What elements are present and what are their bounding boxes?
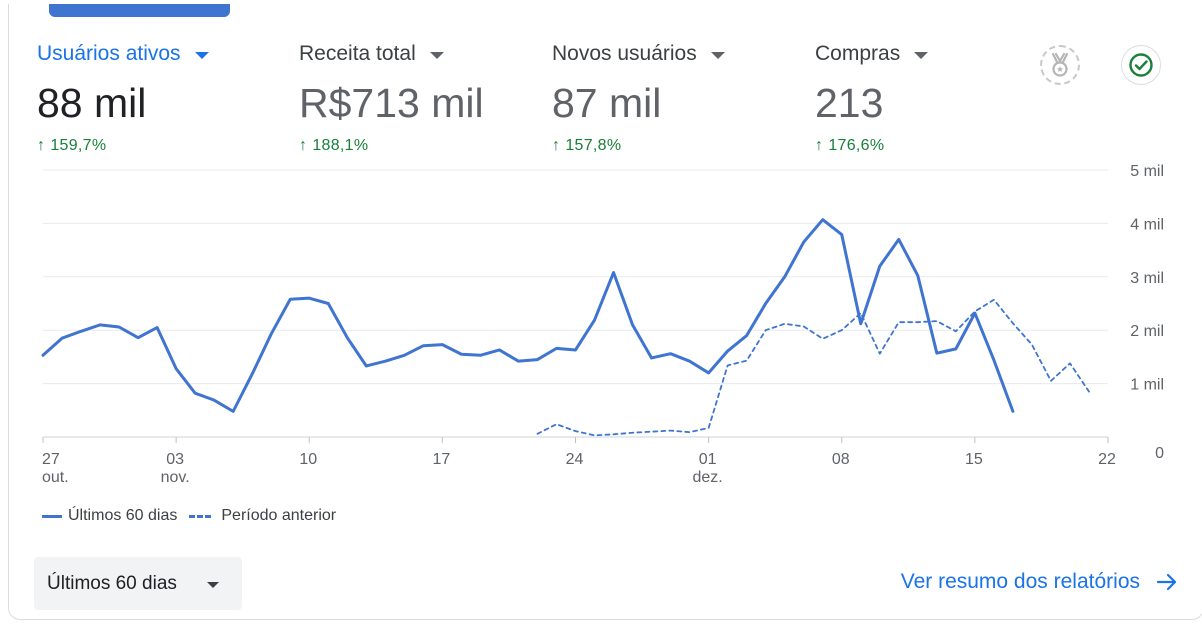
view-reports-link[interactable]: Ver resumo dos relatórios [901,570,1178,594]
legend-previous-label: Período anterior [221,507,337,524]
metric-delta: ↑ 157,8% [552,137,725,155]
analytics-card [8,4,1202,620]
metric-label-text: Usuários ativos [37,42,181,65]
x-tick-label: 24 [566,451,584,468]
metric-purchases[interactable]: Compras 213 ↑ 176,6% [815,42,929,155]
y-tick-label: 3 mil [1130,270,1164,287]
x-tick-label: 15 [965,451,983,468]
x-tick-month-label: nov. [161,469,190,486]
metric-value: 213 [815,80,884,126]
period-dropdown[interactable]: Últimos 60 dias [34,557,242,610]
x-tick-month-label: dez. [693,469,723,486]
x-tick-label: 22 [1098,451,1116,468]
x-tick-month-label: out. [42,469,69,486]
series-line-previous-period [536,298,1090,437]
arrow-up-icon: ↑ [815,137,824,154]
legend-solid-swatch [42,514,62,518]
metric-label[interactable]: Novos usuários [552,42,725,66]
arrow-up-icon: ↑ [299,137,308,154]
metric-total-revenue[interactable]: Receita total R$713 mil ↑ 188,1% [299,42,484,155]
legend-dashed-swatch [189,514,212,518]
metric-delta-value: 188,1% [312,137,369,154]
y-tick-label: 2 mil [1130,323,1164,340]
arrow-up-icon: ↑ [37,137,46,154]
legend-current-label: Últimos 60 dias [68,507,178,524]
metric-value: 88 mil [37,80,147,126]
insights-badge-icon [1051,52,1069,77]
metric-delta-value: 176,6% [828,137,885,154]
insights-button[interactable] [1040,45,1080,85]
view-reports-label: Ver resumo dos relatórios [900,570,1140,593]
metric-delta-value: 159,7% [50,137,107,154]
active-metric-indicator [49,4,230,17]
status-check-button[interactable] [1121,45,1161,85]
x-tick-label: 17 [432,451,450,468]
metric-label-text: Novos usuários [552,42,697,65]
arrow-up-icon: ↑ [552,137,561,154]
caret-down-icon [429,51,444,59]
caret-down-icon [914,51,929,59]
y-tick-label: 1 mil [1130,377,1164,394]
metric-label[interactable]: Receita total [299,42,484,66]
metric-label-text: Receita total [299,42,416,65]
metric-active-users[interactable]: Usuários ativos 88 mil ↑ 159,7% [37,42,209,155]
caret-down-icon [710,51,725,59]
metric-delta: ↑ 176,6% [815,137,928,155]
caret-down-icon [206,581,219,588]
period-dropdown-label: Últimos 60 dias [47,572,177,594]
x-tick-label: 27 [42,451,60,468]
metric-delta: ↑ 159,7% [37,137,209,155]
check-circle-icon [1129,53,1153,77]
metric-delta: ↑ 188,1% [299,137,484,155]
y-axis-ticks: 0 1 mil 2 mil 3 mil 4 mil 5 mil [1130,163,1164,462]
x-tick-label: 01 [699,451,717,468]
metric-delta-value: 157,8% [565,137,622,154]
x-tick-label: 03 [166,451,184,468]
metric-new-users[interactable]: Novos usuários 87 mil ↑ 157,8% [552,42,725,155]
metric-label-text: Compras [815,42,901,65]
y-tick-label: 4 mil [1130,216,1164,233]
arrow-right-icon [1156,572,1178,592]
series-line-last-60-days [41,218,1015,413]
chart-series [41,218,1090,437]
metric-value: 87 mil [552,80,662,126]
x-tick-label: 08 [832,451,850,468]
metric-label[interactable]: Usuários ativos [37,42,209,66]
x-tick-label: 10 [299,451,317,468]
y-tick-label: 5 mil [1130,163,1164,180]
chart-legend: Últimos 60 dias Período anterior [42,507,336,525]
caret-down-icon [194,51,209,59]
metric-value: R$713 mil [299,80,484,126]
metric-label[interactable]: Compras [815,42,929,66]
y-tick-label: 0 [1155,445,1164,462]
